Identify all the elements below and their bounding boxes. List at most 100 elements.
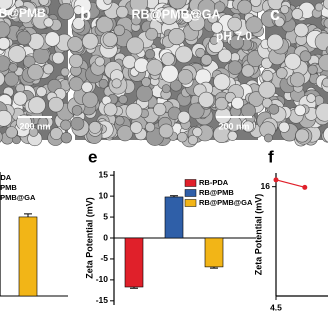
particle xyxy=(200,54,213,66)
particle xyxy=(27,64,44,81)
particle xyxy=(116,5,129,19)
particle xyxy=(36,86,47,97)
particle xyxy=(227,130,238,141)
particle xyxy=(323,0,328,10)
particle xyxy=(250,0,262,7)
particle xyxy=(13,91,28,106)
particle xyxy=(18,8,33,24)
particle xyxy=(125,102,143,120)
particle xyxy=(182,12,193,23)
particle xyxy=(188,102,205,120)
line xyxy=(275,179,305,188)
error-bar xyxy=(170,195,178,197)
particle xyxy=(52,51,65,65)
particle xyxy=(0,0,13,10)
particle xyxy=(60,67,70,77)
particle xyxy=(145,122,156,133)
particle xyxy=(274,16,285,28)
particle xyxy=(161,84,171,94)
particle xyxy=(102,31,118,48)
particle xyxy=(71,105,83,116)
y-tick-label: -5 xyxy=(100,253,108,263)
particle xyxy=(67,36,83,52)
particle xyxy=(213,1,226,13)
particle xyxy=(48,96,64,113)
particle xyxy=(161,52,175,66)
scale-label: 200 nm xyxy=(19,121,50,131)
particle xyxy=(8,62,18,73)
particle xyxy=(315,102,328,122)
particle xyxy=(160,64,179,83)
particle xyxy=(73,5,84,15)
particle xyxy=(175,45,193,64)
particle xyxy=(32,46,50,64)
particle xyxy=(325,46,328,55)
particle xyxy=(241,64,255,78)
particle xyxy=(276,67,288,79)
particle xyxy=(98,78,109,89)
sem-label: RB@PMB xyxy=(0,6,46,20)
particle xyxy=(294,22,309,38)
particle xyxy=(295,128,310,143)
particle xyxy=(322,77,328,88)
particle xyxy=(160,6,179,25)
particle xyxy=(0,109,13,127)
particle xyxy=(94,56,105,67)
error-bar xyxy=(210,266,218,269)
particle xyxy=(314,2,324,12)
particle xyxy=(70,116,85,131)
point xyxy=(302,184,308,190)
particle xyxy=(264,133,273,143)
particle xyxy=(43,17,54,28)
bar xyxy=(18,216,38,297)
particle xyxy=(168,0,187,10)
bar xyxy=(124,237,144,288)
error-bar xyxy=(24,213,32,217)
y-tick-label: 16 xyxy=(261,181,271,191)
particle xyxy=(323,18,328,29)
particle xyxy=(16,114,32,131)
particle xyxy=(141,77,152,87)
legend-swatch xyxy=(184,199,197,207)
particle xyxy=(135,85,153,103)
y-tick-label: -15 xyxy=(96,295,109,305)
particle xyxy=(261,69,274,82)
particle xyxy=(81,81,93,93)
particle xyxy=(113,24,126,36)
particle xyxy=(231,96,244,110)
y-axis-label: Zeta Potential (mV) xyxy=(84,197,94,279)
particle xyxy=(241,103,256,119)
panel-letter: b xyxy=(80,4,91,24)
particle xyxy=(103,0,113,5)
particle xyxy=(158,123,174,139)
particle xyxy=(60,119,72,131)
particle xyxy=(198,91,215,108)
sem-label: RB@PMB@GA xyxy=(132,7,221,21)
particle xyxy=(248,91,264,107)
particle xyxy=(130,14,142,26)
particle xyxy=(44,31,60,47)
particle xyxy=(144,49,156,60)
particle xyxy=(192,126,203,137)
y-tick-label: 10 xyxy=(99,190,109,200)
particle xyxy=(38,0,50,6)
particle xyxy=(210,21,223,34)
particle xyxy=(133,57,150,73)
particle xyxy=(217,48,233,63)
legend-swatch xyxy=(184,189,197,197)
particle xyxy=(28,127,39,137)
legend-label: RB@PMB@GA xyxy=(199,198,253,207)
particle xyxy=(126,36,145,55)
particle xyxy=(291,8,304,20)
particle xyxy=(0,131,3,143)
particle xyxy=(177,131,188,143)
particle xyxy=(50,127,63,140)
particle xyxy=(145,27,158,41)
y-axis-label: Zeta Potential (mV) xyxy=(253,194,263,276)
particle xyxy=(28,96,46,115)
particle xyxy=(229,34,245,50)
particle xyxy=(323,126,328,143)
y-tick-label: 5 xyxy=(103,211,108,221)
particle xyxy=(72,17,85,30)
